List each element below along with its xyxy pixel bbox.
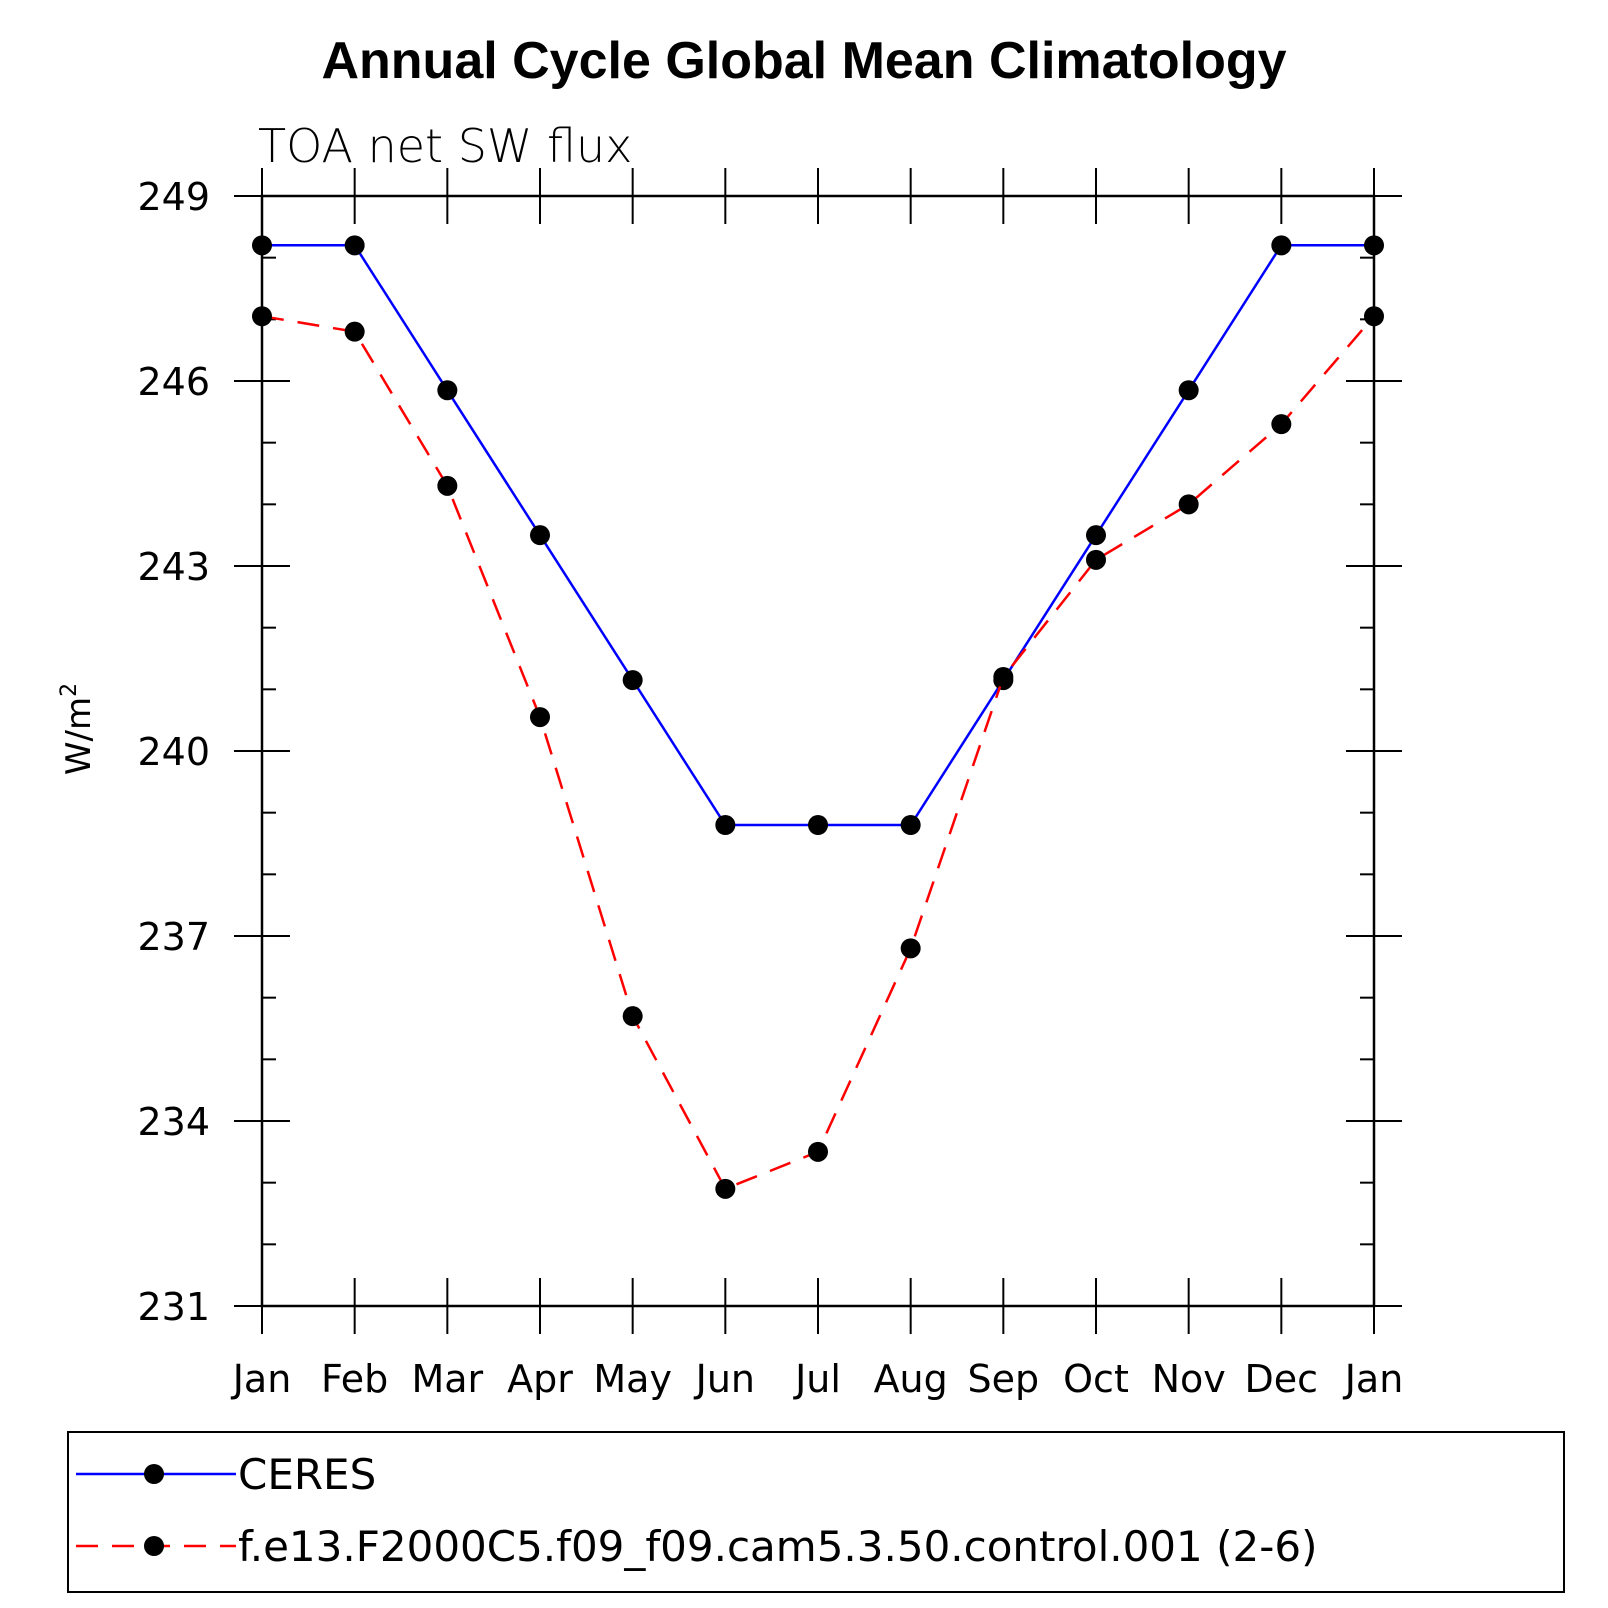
axis-ticks xyxy=(234,168,1402,1334)
data-point xyxy=(1178,380,1199,401)
data-point xyxy=(808,815,828,835)
data-point xyxy=(1178,494,1199,515)
y-tick-label: 240 xyxy=(137,730,210,774)
x-tick-label: Dec xyxy=(1245,1357,1319,1401)
y-tick-label: 234 xyxy=(137,1100,210,1144)
data-point xyxy=(1271,414,1292,435)
x-tick-label: Jul xyxy=(793,1357,841,1401)
data-point xyxy=(715,815,736,835)
x-tick-label: Nov xyxy=(1152,1357,1226,1401)
data-point xyxy=(530,525,550,546)
data-point xyxy=(715,1178,736,1199)
data-point xyxy=(252,235,272,256)
legend-entry-label: CERES xyxy=(238,1450,376,1499)
x-tick-label: Jan xyxy=(231,1357,292,1401)
chart-title: Annual Cycle Global Mean Climatology xyxy=(321,32,1286,90)
legend-swatch-marker xyxy=(144,1536,164,1556)
data-point xyxy=(1086,549,1106,570)
data-point xyxy=(1364,235,1384,256)
x-tick-label: May xyxy=(593,1357,672,1401)
x-tick-label: Feb xyxy=(321,1357,388,1401)
series-line xyxy=(261,314,1375,1191)
svg-text:W/m2: W/m2 xyxy=(57,683,99,775)
x-tick-label: Oct xyxy=(1063,1357,1129,1401)
data-point xyxy=(344,321,365,342)
data-point xyxy=(808,1141,828,1162)
data-point xyxy=(1086,525,1106,546)
legend-entry-label: f.e13.F2000C5.f09_f09.cam5.3.50.control.… xyxy=(238,1522,1317,1571)
data-point xyxy=(900,938,921,959)
x-tick-label: Apr xyxy=(507,1357,573,1401)
y-axis-label-text: W/m xyxy=(59,697,99,775)
series-line xyxy=(262,244,1374,827)
data-point xyxy=(900,815,921,835)
y-axis-label-superscript: 2 xyxy=(57,683,82,697)
data-point xyxy=(1364,306,1384,327)
data-point xyxy=(530,707,550,728)
y-tick-label: 243 xyxy=(137,545,210,589)
data-point xyxy=(252,306,272,327)
y-tick-label: 249 xyxy=(137,175,210,219)
data-point xyxy=(622,1006,643,1027)
x-tick-label: Mar xyxy=(411,1357,483,1401)
series-2 xyxy=(252,306,1384,1199)
x-tick-label: Aug xyxy=(874,1357,948,1401)
data-point xyxy=(1271,235,1292,256)
chart-subtitle: TOA net SW flux xyxy=(258,119,632,173)
data-point xyxy=(622,670,643,691)
y-tick-label: 237 xyxy=(137,915,210,959)
y-tick-label: 246 xyxy=(137,360,210,404)
x-tick-label: Jan xyxy=(1343,1357,1404,1401)
data-point xyxy=(437,380,458,401)
data-point xyxy=(993,667,1014,687)
x-tick-label: Jun xyxy=(694,1357,755,1401)
x-tick-label: Sep xyxy=(968,1357,1040,1401)
data-point xyxy=(437,475,458,496)
series-1 xyxy=(252,235,1384,835)
legend: CERES f.e13.F2000C5.f09_f09.cam5.3.50.con… xyxy=(67,1431,1565,1593)
data-point xyxy=(344,235,365,256)
legend-swatch-marker xyxy=(144,1464,164,1484)
y-tick-label: 231 xyxy=(137,1285,210,1329)
axis-tick-labels: 231 234 237 240 243 246 249 Jan Feb Mar Apr May Jun J… xyxy=(137,175,1403,1401)
series-layer xyxy=(252,235,1384,1199)
y-axis-label: W/m2 xyxy=(57,683,99,775)
legend-box xyxy=(67,1431,1565,1593)
